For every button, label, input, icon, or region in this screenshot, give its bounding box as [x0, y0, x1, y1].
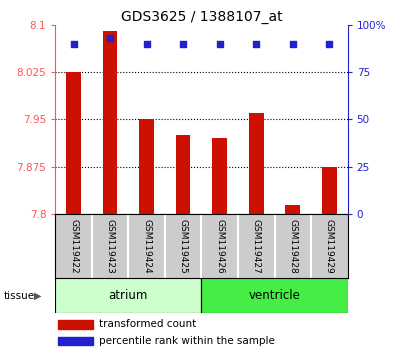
Bar	[103, 31, 117, 214]
Text: GSM119429: GSM119429	[325, 219, 334, 273]
Bar	[176, 135, 190, 214]
Text: GSM119423: GSM119423	[105, 219, 115, 273]
Text: GSM119427: GSM119427	[252, 219, 261, 273]
Point	[70, 41, 77, 46]
Bar	[249, 113, 263, 214]
Text: GSM119428: GSM119428	[288, 219, 297, 273]
Bar	[213, 138, 227, 214]
Point	[143, 41, 150, 46]
Text: ▶: ▶	[34, 291, 41, 301]
Text: GSM119426: GSM119426	[215, 219, 224, 273]
Text: atrium: atrium	[109, 289, 148, 302]
Point	[326, 41, 333, 46]
Point	[290, 41, 296, 46]
Text: GSM119424: GSM119424	[142, 219, 151, 273]
Bar	[286, 205, 300, 214]
Point	[253, 41, 260, 46]
Text: percentile rank within the sample: percentile rank within the sample	[99, 336, 275, 346]
Text: GSM119425: GSM119425	[179, 219, 188, 273]
Bar	[58, 320, 93, 329]
Bar	[55, 278, 201, 313]
Bar	[139, 119, 154, 214]
Text: GSM119422: GSM119422	[69, 219, 78, 273]
Bar	[58, 337, 93, 346]
Point	[180, 41, 186, 46]
Bar	[322, 167, 337, 214]
Point	[216, 41, 223, 46]
Bar	[201, 278, 348, 313]
Text: transformed count: transformed count	[99, 319, 196, 329]
Bar	[66, 72, 81, 214]
Text: tissue: tissue	[4, 291, 35, 301]
Text: ventricle: ventricle	[248, 289, 301, 302]
Title: GDS3625 / 1388107_at: GDS3625 / 1388107_at	[120, 10, 282, 24]
Point	[107, 35, 113, 41]
